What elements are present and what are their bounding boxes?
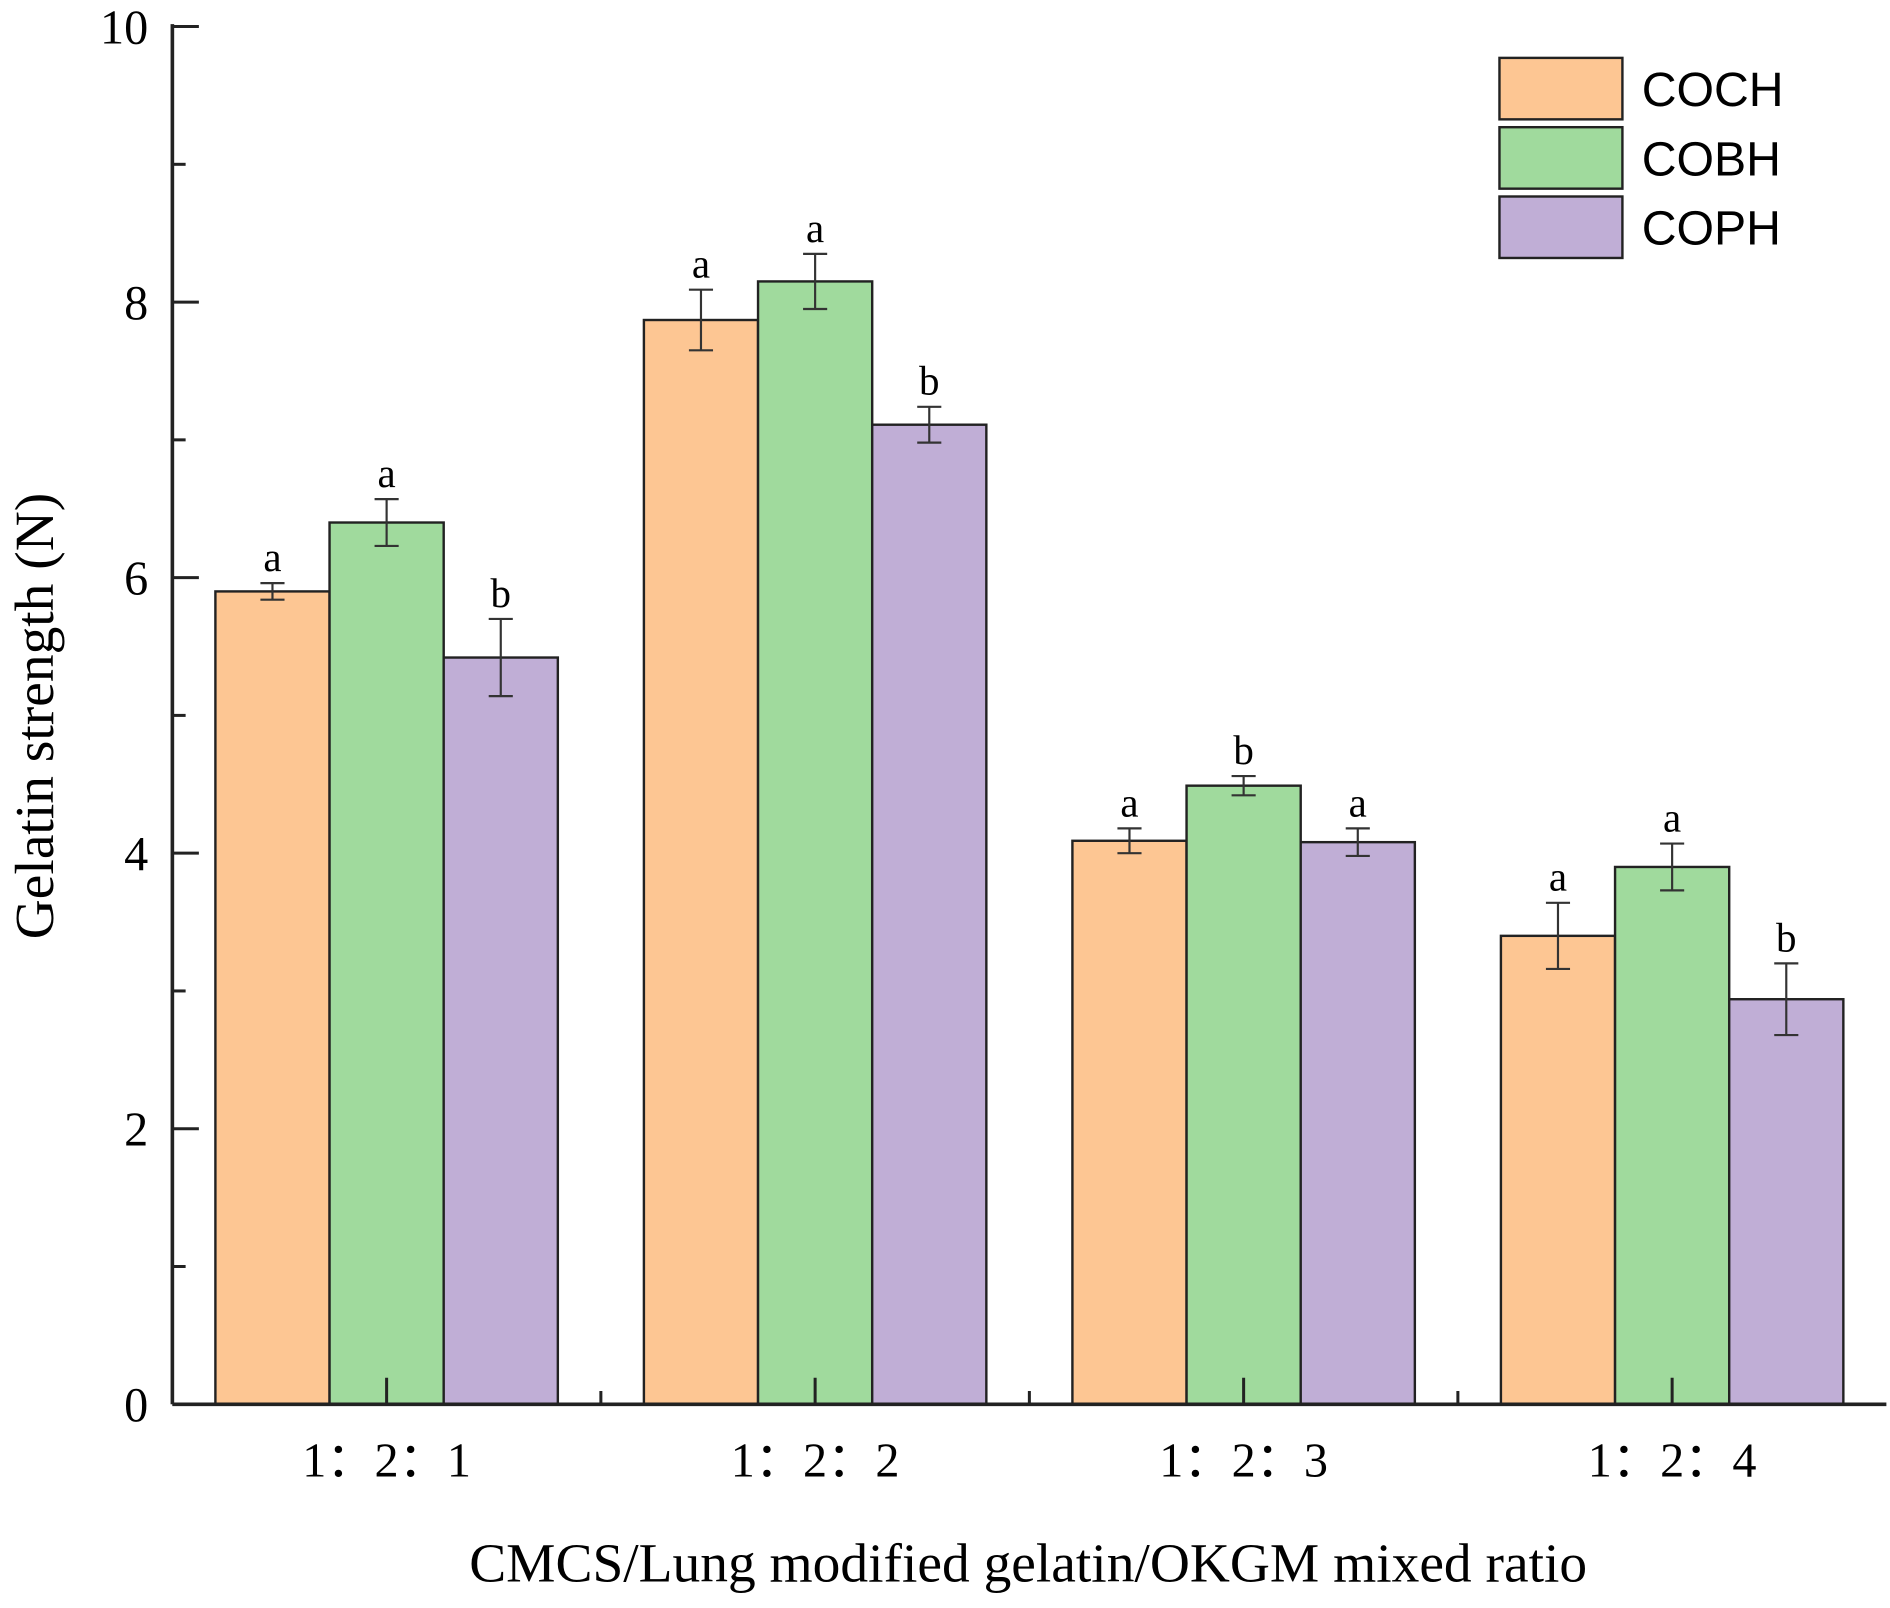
- bars-layer: a a b a a b a b a a a b: [214, 205, 1845, 1406]
- y-tick-label: 2: [124, 1104, 148, 1157]
- legend-label: COPH: [1642, 202, 1781, 256]
- bar-cobh: [328, 521, 445, 1406]
- significance-letter: b: [491, 570, 511, 616]
- significance-letter: a: [806, 205, 824, 251]
- bar-coph: [1727, 998, 1845, 1406]
- bar-coch: [1499, 934, 1617, 1406]
- significance-letter: b: [1776, 914, 1796, 960]
- y-tick-label: 8: [124, 277, 148, 330]
- bar-coph: [442, 656, 560, 1406]
- significance-letter: b: [1233, 727, 1253, 773]
- bar-coch: [1071, 839, 1188, 1406]
- axes-layer: 1：2：1 1：2：2 1：2：3 1：2：4 0 2 4 6 8 10: [100, 1, 1887, 1488]
- significance-letter: a: [1349, 779, 1367, 825]
- bar-cobh: [756, 280, 874, 1406]
- bar-coch: [214, 590, 331, 1406]
- legend-swatch-cobh: [1498, 125, 1624, 190]
- legend: COCH COBH COPH: [1498, 56, 1784, 260]
- significance-letter: a: [692, 241, 710, 287]
- x-tick-label: 1：2：4: [1588, 1435, 1757, 1488]
- significance-letter: a: [263, 534, 281, 580]
- x-tick-label: 1：2：3: [1159, 1435, 1328, 1488]
- bar-coph: [1299, 840, 1417, 1406]
- legend-swatch-coph: [1498, 195, 1624, 260]
- significance-letter: a: [1120, 779, 1138, 825]
- significance-letter: a: [1549, 854, 1567, 900]
- y-tick-label: 6: [124, 553, 148, 606]
- bar-cobh: [1613, 865, 1731, 1406]
- x-axis-label: CMCS/Lung modified gelatin/OKGM mixed ra…: [469, 1532, 1587, 1593]
- x-tick-label: 1：2：2: [731, 1435, 900, 1488]
- bar-coph: [870, 423, 988, 1406]
- y-tick-label: 0: [124, 1379, 148, 1432]
- bar-cobh: [1185, 784, 1302, 1406]
- significance-letter: b: [919, 358, 939, 404]
- y-tick-label: 10: [100, 1, 148, 54]
- significance-letter: a: [378, 450, 396, 496]
- y-axis-label: Gelatin strength (N): [4, 493, 65, 939]
- significance-letter: a: [1663, 794, 1681, 840]
- y-tick-label: 4: [124, 828, 148, 881]
- legend-label: COBH: [1642, 132, 1781, 186]
- legend-swatch-coch: [1498, 56, 1624, 121]
- x-tick-label: 1：2：1: [302, 1435, 471, 1488]
- bar-coch: [642, 318, 760, 1406]
- legend-label: COCH: [1642, 63, 1784, 117]
